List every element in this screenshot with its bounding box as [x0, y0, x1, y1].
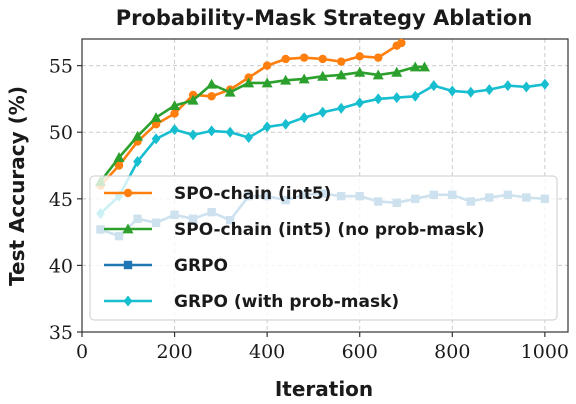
y-tick-label: 50	[49, 122, 73, 144]
data-point	[374, 53, 383, 62]
data-point	[281, 54, 290, 64]
data-point	[224, 86, 236, 97]
data-point	[466, 86, 476, 98]
data-point	[132, 130, 144, 141]
data-point	[372, 69, 384, 80]
data-point	[151, 120, 161, 129]
data-point	[318, 54, 327, 64]
data-point	[410, 90, 420, 102]
series-line	[99, 41, 403, 187]
data-point	[299, 112, 309, 124]
data-point	[261, 77, 273, 88]
data-point	[207, 92, 216, 101]
plot-frame	[81, 38, 569, 333]
data-point	[170, 124, 179, 136]
data-point	[281, 118, 291, 130]
data-point	[317, 70, 329, 81]
data-point	[336, 102, 346, 114]
y-tick-label: 40	[49, 255, 73, 277]
data-point	[262, 61, 272, 70]
data-point	[243, 77, 255, 88]
data-point	[206, 78, 218, 89]
data-point	[540, 78, 550, 90]
data-point	[170, 109, 179, 118]
data-point	[373, 93, 383, 105]
x-tick-label: 200	[156, 341, 192, 363]
data-point	[503, 80, 513, 92]
data-point	[335, 69, 347, 80]
series-1	[96, 38, 406, 190]
y-tick-label: 45	[49, 189, 73, 211]
data-point	[447, 85, 457, 97]
data-point	[262, 121, 272, 133]
data-point	[113, 152, 125, 162]
legend-marker	[122, 223, 134, 234]
data-point	[150, 112, 162, 122]
legend: SPO-chain (int5) SPO-chain (int5) (no pro…	[89, 175, 558, 321]
legend-label: GRPO	[174, 256, 228, 276]
data-point	[151, 133, 161, 145]
data-point	[169, 100, 181, 110]
data-point	[355, 52, 364, 61]
legend-marker	[123, 295, 133, 307]
x-axis-label: Iteration	[275, 377, 373, 401]
series-2	[95, 61, 431, 186]
data-point	[299, 53, 309, 62]
data-point	[337, 57, 346, 66]
data-point	[484, 84, 494, 96]
data-point	[318, 106, 328, 118]
legend-marker	[123, 188, 133, 198]
x-tick-label: 1000	[521, 341, 569, 363]
data-point	[187, 94, 199, 105]
data-point	[355, 97, 365, 109]
series-line	[99, 65, 425, 183]
data-point	[298, 73, 310, 84]
x-tick-label: 0	[76, 341, 88, 363]
y-tick-label: 55	[49, 56, 73, 78]
data-point	[429, 80, 439, 92]
legend-label: GRPO (with prob-mask)	[174, 292, 399, 312]
data-point	[354, 66, 366, 77]
data-point	[409, 61, 421, 72]
data-point	[207, 125, 216, 137]
axis-ticks: 0 200 400 600 800 1000 35 40 45 50 55	[49, 56, 569, 363]
legend-item: GRPO (with prob-mask)	[104, 292, 399, 312]
data-point	[133, 156, 142, 168]
x-tick-label: 600	[342, 341, 378, 363]
data-point	[225, 126, 235, 138]
data-point	[188, 129, 198, 141]
legend-box	[89, 175, 558, 321]
data-point	[114, 161, 124, 170]
legend-item: GRPO	[104, 256, 228, 276]
legend-label: SPO-chain (int5) (no prob-mask)	[174, 220, 485, 240]
data-point	[392, 92, 402, 104]
chart-title: Probability-Mask Strategy Ablation	[116, 6, 533, 30]
legend-marker	[123, 260, 133, 270]
y-tick-label: 35	[49, 322, 73, 344]
legend-item: SPO-chain (int5)	[104, 184, 331, 204]
data-point	[521, 81, 531, 93]
data-point	[280, 74, 292, 85]
data-point	[391, 66, 403, 77]
y-axis-label: Test Accuracy (%)	[5, 86, 29, 286]
x-tick-label: 400	[249, 341, 285, 363]
legend-item: SPO-chain (int5) (no prob-mask)	[104, 220, 485, 240]
data-point	[419, 61, 431, 72]
x-tick-label: 800	[434, 341, 470, 363]
data-point	[397, 38, 406, 48]
legend-label: SPO-chain (int5)	[174, 184, 331, 204]
data-point	[244, 132, 254, 144]
